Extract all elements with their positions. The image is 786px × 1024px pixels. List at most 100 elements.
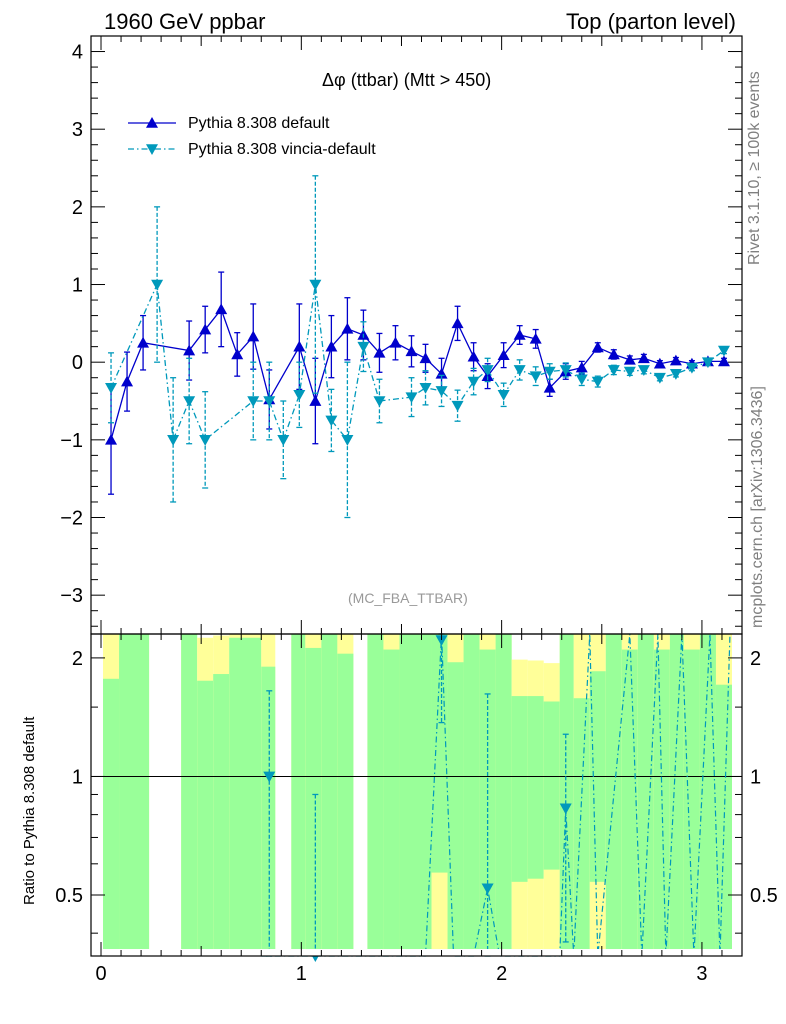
series-1-point-23	[543, 366, 556, 378]
series-1-point-2	[167, 435, 180, 446]
ratio-band-green-23	[573, 698, 590, 956]
ratio-band-green-3	[197, 680, 214, 956]
series-1-point-5	[247, 396, 260, 408]
series-1-point-3	[183, 396, 196, 408]
ratio-band-green-2	[181, 634, 198, 956]
ratio-band-green-29	[669, 634, 684, 956]
ratio-band-green-28	[653, 649, 670, 956]
ratio-bottom-margin	[91, 949, 742, 956]
series-0-point-29	[607, 348, 620, 360]
series-1-point-15	[419, 383, 432, 394]
ratio-band-green-15	[447, 662, 464, 956]
series-1-point-18	[467, 376, 480, 388]
legend-label-vincia: Pythia 8.308 vincia-default	[188, 141, 376, 158]
ratio-band-green-10	[337, 653, 354, 956]
series-1-point-33	[701, 357, 714, 369]
series-1-point-14	[405, 392, 418, 404]
header-right: Top (parton level)	[566, 9, 736, 34]
series-1-point-0	[105, 383, 118, 394]
series-1-point-17	[451, 400, 464, 412]
series-1-point-28	[623, 366, 636, 378]
ratio-frame	[90, 633, 743, 957]
series-0-point-11	[325, 340, 338, 352]
series-0-point-24	[529, 332, 542, 344]
axis-frames: −3 −2 −1 0 1 2 3 4 0 1 2 3 0.5 0.5 1 1 2 2	[55, 35, 778, 985]
ratio-band-green-0	[103, 678, 120, 956]
series-0-point-10	[309, 395, 322, 406]
plot-title: Δφ (ttbar) (Mtt > 450)	[322, 70, 492, 90]
main-y-tick-label-0: −3	[60, 585, 83, 607]
series-1-point-24	[559, 365, 572, 376]
ratio-y-tick-label-right-0: 0.5	[750, 885, 778, 907]
series-1-point-29	[637, 365, 650, 376]
series-0-point-31	[637, 352, 650, 364]
series-0-point-0	[105, 433, 118, 445]
ratio-band-green-26	[621, 649, 638, 956]
series-0-point-6	[231, 348, 244, 360]
main-y-tick-label-1: −2	[60, 508, 83, 530]
x-tick-label-2: 2	[496, 963, 507, 985]
ratio-point-4	[559, 803, 572, 815]
series-0-point-25	[543, 381, 556, 393]
main-y-tick-label-5: 2	[72, 197, 83, 219]
main-y-tick-label-2: −1	[60, 430, 83, 452]
series-1-point-21	[513, 365, 526, 376]
series-0-point-4	[199, 323, 212, 335]
legend-marker-1	[146, 144, 158, 155]
series-1-point-1	[151, 279, 164, 291]
ratio-band-green-12	[383, 649, 400, 956]
series-0-point-20	[467, 350, 480, 362]
x-tick-label-3: 3	[696, 963, 707, 985]
legend-marker-0	[146, 117, 158, 128]
ratio-band-green-32	[715, 684, 732, 956]
series-0-point-12	[341, 322, 354, 334]
ratio-y-tick-label-left-0: 0.5	[55, 885, 83, 907]
series-1-point-32	[685, 362, 698, 374]
series-1-point-30	[653, 372, 666, 384]
mcplots-label: mcplots.cern.ch [arXiv:1306.3436]	[749, 386, 766, 628]
series-1-point-31	[669, 369, 682, 380]
x-tick-label-1: 1	[296, 963, 307, 985]
ratio-point-3	[481, 883, 494, 895]
ratio-y-tick-label-right-2: 2	[750, 648, 761, 670]
main-y-tick-label-6: 3	[72, 119, 83, 141]
analysis-label: (MC_FBA_TTBAR)	[348, 590, 468, 606]
series-1-point-7	[277, 435, 290, 446]
series-1-point-22	[529, 371, 542, 383]
series-0-point-14	[373, 346, 386, 358]
ratio-band-green-16	[463, 634, 480, 956]
ratio-band-green-5	[229, 637, 262, 956]
series-0-point-19	[451, 317, 464, 329]
series-0-point-33	[669, 354, 682, 366]
series-0-point-9	[293, 340, 306, 352]
series-1-point-10	[325, 415, 338, 427]
ratio-band-green-18	[495, 634, 512, 956]
ratio-y-tick-label-left-2: 2	[72, 648, 83, 670]
series-1-point-11	[341, 435, 354, 446]
series-0-point-5	[215, 303, 228, 315]
main-y-tick-label-3: 0	[72, 352, 83, 374]
x-tick-label-0: 0	[95, 963, 106, 985]
series-0-point-16	[405, 345, 418, 357]
series-0-point-2	[137, 336, 150, 348]
series-1-point-13	[373, 396, 386, 408]
series-1-point-8	[293, 390, 306, 401]
series-1-point-27	[607, 365, 620, 376]
series-1-point-19	[481, 365, 494, 376]
ratio-point-0	[263, 771, 276, 783]
series-0-point-15	[389, 336, 402, 348]
ratio-band-green-7	[291, 634, 306, 956]
ratio-band-green-6	[261, 666, 276, 956]
ratio-band-green-11	[367, 634, 384, 956]
ratio-band-green-9	[321, 634, 338, 956]
series-0-point-30	[623, 353, 636, 365]
series-1-point-34	[717, 345, 730, 357]
series-1-point-26	[591, 376, 604, 388]
series-0-point-17	[419, 352, 432, 364]
series-1-point-6	[263, 396, 276, 408]
rivet-label: Rivet 3.1.10, ≥ 100k events	[746, 71, 763, 265]
main-panel	[105, 117, 730, 519]
header-left: 1960 GeV ppbar	[104, 9, 266, 34]
series-1-point-20	[497, 390, 510, 401]
